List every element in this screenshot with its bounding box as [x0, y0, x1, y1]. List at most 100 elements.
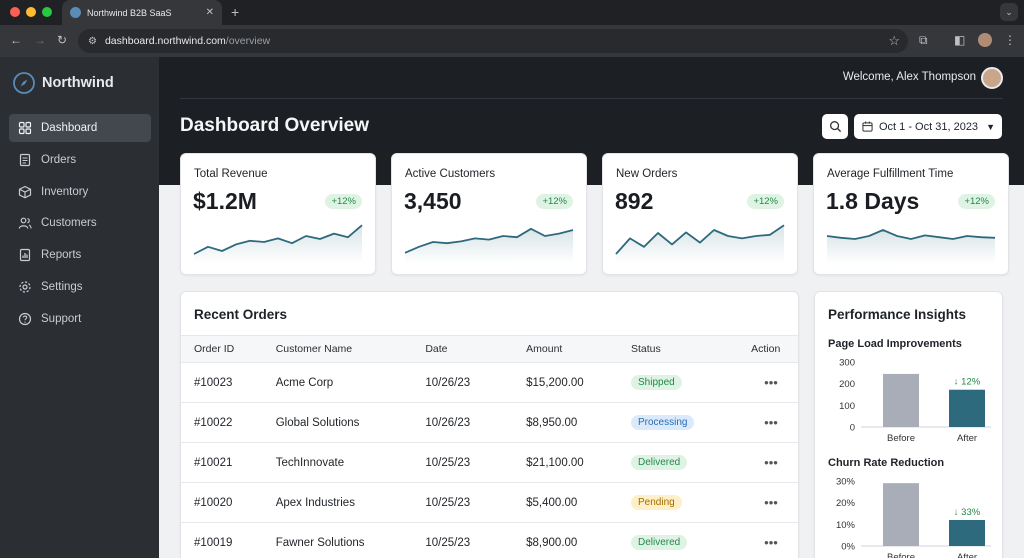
section-title: Recent Orders [194, 307, 288, 322]
url-host: dashboard.northwind.com [104, 35, 226, 47]
y-tick-label: 200 [839, 379, 855, 390]
column-header[interactable]: Amount [526, 343, 563, 355]
brand-name: Northwind [42, 75, 114, 91]
more-actions-button[interactable]: ••• [764, 415, 778, 430]
y-tick-label: 0 [850, 423, 855, 434]
box-icon [17, 184, 33, 200]
divider [180, 98, 1003, 99]
category-label: After [957, 433, 977, 444]
table-cell: 10/25/23 [425, 443, 526, 483]
bar-before [883, 373, 919, 427]
table-row[interactable]: #10021 TechInnovate 10/25/23 $21,100.00 Deli… [181, 443, 798, 483]
bar-chart: 30% 20% 10% 0% Before After ↓ 33% [836, 477, 991, 558]
table-cell: ••• [751, 443, 798, 483]
cell-text: #10022 [194, 416, 233, 429]
sidebar-item-label: Inventory [41, 185, 89, 198]
new-tab-button[interactable]: + [231, 4, 240, 20]
kpi-card: Active Customers 3,450 +12% [391, 153, 587, 275]
sidebar-item-orders[interactable]: Orders [9, 146, 151, 174]
close-window-button[interactable] [10, 7, 20, 17]
table-cell: 10/26/23 [425, 403, 526, 443]
compass-icon [13, 72, 35, 94]
bar-after [949, 520, 985, 546]
sidebar-item-inventory[interactable]: Inventory [9, 178, 151, 206]
window-controls [10, 7, 52, 17]
maximize-window-button[interactable] [42, 7, 52, 17]
address-bar[interactable]: ⚙ dashboard.northwind.com/overview ☆ [78, 29, 908, 53]
avatar[interactable] [981, 67, 1003, 89]
table-body: #10023 Acme Corp 10/26/23 $15,200.00 Shipped… [181, 363, 798, 558]
y-tick-label: 0% [841, 542, 855, 553]
cell-text: Fawner Solutions [275, 536, 365, 549]
column-header[interactable]: Action [751, 343, 781, 355]
sidebar-nav: Dashboard Orders Inventory Customers Reports… [9, 114, 151, 337]
cell-text: #10020 [194, 496, 233, 509]
sidebar-item-label: Customers [41, 217, 97, 230]
table-cell: $15,200.00 [526, 363, 631, 403]
extensions-icon[interactable]: ⧉ [919, 33, 928, 47]
kpi-card: New Orders 892 +12% [602, 153, 798, 275]
forward-icon[interactable]: → [34, 33, 46, 47]
sparkline-chart [615, 224, 785, 264]
y-tick-label: 10% [836, 520, 856, 531]
sidebar-item-label: Settings [41, 280, 83, 293]
table-cell: Delivered [631, 523, 751, 558]
cell-text: 10/25/23 [425, 496, 471, 509]
column-header[interactable]: Date [425, 343, 448, 355]
column-header[interactable]: Customer Name [275, 343, 353, 355]
bar-before [883, 483, 919, 546]
brand-logo[interactable]: Northwind [12, 71, 114, 95]
close-icon[interactable]: ✕ [205, 7, 214, 18]
change-badge: +12% [325, 194, 362, 209]
cell-text: #10021 [194, 456, 233, 469]
report-icon [17, 247, 33, 263]
sidebar-item-reports[interactable]: Reports [9, 241, 151, 269]
sparkline-line [193, 224, 363, 255]
browser-tab[interactable]: Northwind B2B SaaS ✕ [62, 0, 222, 25]
status-badge: Shipped [631, 375, 682, 390]
sidebar-item-support[interactable]: Support [9, 305, 151, 333]
cell-text: Global Solutions [275, 416, 360, 429]
cell-text: 10/25/23 [425, 536, 471, 549]
table-cell: Delivered [631, 443, 751, 483]
table-row[interactable]: #10022 Global Solutions 10/26/23 $8,950.00 P… [181, 403, 798, 443]
sidebar-item-settings[interactable]: Settings [9, 273, 151, 301]
back-icon[interactable]: ← [10, 33, 22, 47]
table-row[interactable]: #10020 Apex Industries 10/25/23 $5,400.00 Pe… [181, 483, 798, 523]
site-info-icon[interactable]: ⚙ [88, 35, 97, 47]
table-row[interactable]: #10023 Acme Corp 10/26/23 $15,200.00 Shipped… [181, 363, 798, 403]
search-button[interactable] [822, 114, 848, 139]
sparkline-chart [193, 224, 363, 264]
y-tick-label: 30% [836, 477, 856, 488]
table-cell: ••• [751, 483, 798, 523]
sidepanel-icon[interactable]: ◧ [954, 33, 966, 47]
column-header[interactable]: Status [631, 343, 661, 355]
minimize-window-button[interactable] [26, 7, 36, 17]
section-title: Performance Insights [828, 307, 967, 322]
sparkline-line [404, 227, 574, 254]
profile-avatar[interactable] [978, 33, 992, 47]
tab-search-button[interactable]: ⌄ [1000, 3, 1018, 21]
kpi-value: $1.2M [193, 188, 257, 214]
date-range-picker[interactable]: Oct 1 - Oct 31, 2023 ▼ [854, 114, 1002, 139]
table-cell: $8,900.00 [526, 523, 631, 558]
table-cell: Apex Industries [276, 483, 426, 523]
more-actions-button[interactable]: ••• [764, 495, 778, 510]
more-actions-button[interactable]: ••• [764, 535, 778, 550]
table-row[interactable]: #10019 Fawner Solutions 10/25/23 $8,900.00 D… [181, 523, 798, 558]
menu-icon[interactable]: ⋮ [1004, 33, 1016, 47]
sidebar-item-customers[interactable]: Customers [9, 209, 151, 237]
change-annotation: ↓ 33% [954, 507, 981, 518]
more-actions-button[interactable]: ••• [764, 375, 778, 390]
column-header[interactable]: Order ID [194, 343, 235, 355]
more-actions-button[interactable]: ••• [764, 455, 778, 470]
sparkline-chart [404, 227, 574, 264]
reload-icon[interactable]: ↻ [57, 33, 68, 47]
sidebar-item-label: Orders [41, 153, 77, 166]
main-content: Welcome, Alex Thompson Dashboard Overvie… [159, 57, 1024, 558]
kpi-label: Active Customers [405, 168, 496, 180]
sidebar-item-dashboard[interactable]: Dashboard [9, 114, 151, 142]
bookmark-star-icon[interactable]: ☆ [888, 33, 900, 48]
table-cell: #10022 [181, 403, 276, 443]
category-label: Before [887, 433, 915, 444]
